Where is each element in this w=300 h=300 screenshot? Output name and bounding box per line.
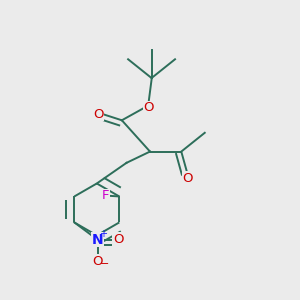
Text: O: O <box>182 172 193 185</box>
Text: O: O <box>113 233 123 246</box>
Text: F: F <box>101 189 109 202</box>
Text: −: − <box>100 259 110 269</box>
Text: +: + <box>99 229 107 239</box>
Text: O: O <box>93 107 104 121</box>
Text: N: N <box>92 232 103 247</box>
Text: O: O <box>92 255 103 268</box>
Text: O: O <box>143 101 154 114</box>
